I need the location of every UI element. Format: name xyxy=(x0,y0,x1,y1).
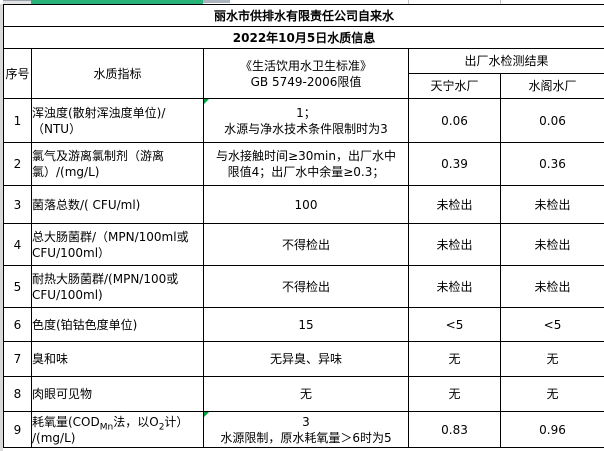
table-row: 2 氯气及游离氯制剂（游离 氯）/(mg/L) 与水接触时间≥30min，出厂水… xyxy=(3,142,604,186)
indicator-subscript: 2 xyxy=(158,421,165,432)
no-cell[interactable]: 6 xyxy=(3,307,32,342)
tianning-result-cell[interactable]: 无 xyxy=(408,376,501,412)
tianning-result-cell[interactable]: 0.39 xyxy=(408,142,501,186)
no-cell[interactable]: 5 xyxy=(3,265,32,308)
indicator-cell[interactable]: 肉眼可见物 xyxy=(31,376,204,412)
header-row-2: 天宁水厂 水阁水厂 xyxy=(4,73,604,99)
no-cell[interactable]: 4 xyxy=(3,223,32,266)
header-plant1-cell[interactable]: 天宁水厂 xyxy=(408,73,501,99)
shuige-result-cell[interactable]: 未检出 xyxy=(500,265,604,308)
tianning-result-cell[interactable]: <5 xyxy=(408,307,501,342)
indicator-cell[interactable]: 总大肠菌群/（MPN/100ml或 CFU/100ml） xyxy=(31,223,204,266)
header-limit-text: 《生活饮用水卫生标准》 GB 5749-2006限值 xyxy=(239,58,372,89)
no-cell[interactable]: 1 xyxy=(3,98,32,143)
no-cell[interactable]: 7 xyxy=(3,341,32,377)
header-serial-cell[interactable]: 序号 xyxy=(3,48,32,99)
shuige-result-cell[interactable]: 0.96 xyxy=(500,411,604,448)
table-row: 5 耐热大肠菌群/(MPN/100或 CFU/100ml) 不得检出 未检出 未… xyxy=(3,265,604,308)
table-row: 6 色度(铂钴色度单位) 15 <5 <5 xyxy=(3,307,604,342)
viewport-left-edge xyxy=(0,0,3,451)
company-title-cell[interactable]: 丽水市供排水有限责任公司自来水 xyxy=(3,4,604,27)
partial-cell-gray[interactable] xyxy=(3,0,31,4)
error-flag-triangle xyxy=(204,412,209,417)
header-row-1: 序号 水质指标 《生活饮用水卫生标准》 GB 5749-2006限值 出厂水检测… xyxy=(3,48,604,99)
table-row: 8 肉眼可见物 无 无 无 xyxy=(3,376,604,412)
indicator-text: 总大肠菌群/（MPN/100ml或 CFU/100ml） xyxy=(32,229,189,260)
limit-cell[interactable]: 1； 水源与净水技术条件限制时为3 xyxy=(203,98,409,143)
limit-cell[interactable]: 与水接触时间≥30min，出厂水中 限值4；出厂水中余量≥0.3； xyxy=(203,142,409,186)
limit-text: 1； 水源与净水技术条件限制时为3 xyxy=(224,105,388,136)
header-result-group-cell[interactable]: 出厂水检测结果 xyxy=(408,48,604,74)
indicator-text: 浑浊度(散射浑浊度单位)/ （NTU） xyxy=(32,105,166,136)
partial-row-above xyxy=(0,0,604,4)
tianning-result-cell[interactable]: 未检出 xyxy=(408,185,501,224)
partial-cell-green[interactable] xyxy=(31,0,203,4)
shuige-result-cell[interactable]: 无 xyxy=(500,376,604,412)
tianning-result-cell[interactable]: 0.83 xyxy=(408,411,501,448)
limit-text: 与水接触时间≥30min，出厂水中 限值4；出厂水中余量≥0.3； xyxy=(216,149,396,179)
date-title-cell[interactable]: 2022年10月5日水质信息 xyxy=(3,26,604,49)
partial-cell-blue[interactable] xyxy=(203,0,230,3)
limit-text: 3 水源限制，原水耗氧量＞6时为5 xyxy=(220,414,392,445)
tianning-result-cell[interactable]: 0.06 xyxy=(408,98,501,143)
table-row: 9 耗氧量(CODMn法，以O2计） /(mg/L) 3 水源限制，原水耗氧量＞… xyxy=(3,411,604,448)
indicator-subscript: Mn xyxy=(99,421,114,432)
tianning-result-cell[interactable]: 未检出 xyxy=(408,223,501,266)
indicator-cell[interactable]: 臭和味 xyxy=(31,341,204,377)
no-cell[interactable]: 8 xyxy=(3,376,32,412)
shuige-result-cell[interactable]: 未检出 xyxy=(500,185,604,224)
limit-cell[interactable]: 15 xyxy=(203,307,409,342)
header-limit-cell[interactable]: 《生活饮用水卫生标准》 GB 5749-2006限值 xyxy=(203,48,409,99)
indicator-text: 菌落总数/( CFU/ml) xyxy=(32,197,141,212)
no-cell[interactable]: 9 xyxy=(3,411,32,448)
error-flag-triangle xyxy=(204,99,209,104)
gridline xyxy=(408,0,409,4)
header-indicator-cell[interactable]: 水质指标 xyxy=(31,48,204,99)
limit-cell[interactable]: 不得检出 xyxy=(203,223,409,266)
limit-cell[interactable]: 无异臭、异味 xyxy=(203,341,409,377)
indicator-cell[interactable]: 菌落总数/( CFU/ml) xyxy=(31,185,204,224)
limit-cell[interactable]: 3 水源限制，原水耗氧量＞6时为5 xyxy=(203,411,409,448)
indicator-cell[interactable]: 浑浊度(散射浑浊度单位)/ （NTU） xyxy=(31,98,204,143)
table-row: 1 浑浊度(散射浑浊度单位)/ （NTU） 1； 水源与净水技术条件限制时为3 … xyxy=(3,98,604,143)
indicator-cell[interactable]: 氯气及游离氯制剂（游离 氯）/(mg/L) xyxy=(31,142,204,186)
limit-cell[interactable]: 无 xyxy=(203,376,409,412)
title-row-1: 丽水市供排水有限责任公司自来水 xyxy=(3,4,604,27)
title-row-2: 2022年10月5日水质信息 xyxy=(3,26,604,49)
no-cell[interactable]: 2 xyxy=(3,142,32,186)
indicator-text: 氯气及游离氯制剂（游离 氯）/(mg/L) xyxy=(32,149,165,179)
indicator-cell[interactable]: 耗氧量(CODMn法，以O2计） /(mg/L) xyxy=(31,411,204,448)
shuige-result-cell[interactable]: 未检出 xyxy=(500,223,604,266)
tianning-result-cell[interactable]: 无 xyxy=(408,341,501,377)
indicator-part: 耗氧量(COD xyxy=(32,414,100,429)
indicator-cell[interactable]: 耐热大肠菌群/(MPN/100或 CFU/100ml) xyxy=(31,265,204,308)
limit-cell[interactable]: 100 xyxy=(203,185,409,224)
table-row: 3 菌落总数/( CFU/ml) 100 未检出 未检出 xyxy=(3,185,604,224)
shuige-result-cell[interactable]: <5 xyxy=(500,307,604,342)
no-cell[interactable]: 3 xyxy=(3,185,32,224)
limit-cell[interactable]: 不得检出 xyxy=(203,265,409,308)
indicator-text: 耐热大肠菌群/(MPN/100或 CFU/100ml) xyxy=(32,271,179,302)
gridline xyxy=(500,0,501,4)
indicator-part: 法，以O xyxy=(113,414,159,429)
indicator-part: 计） /(mg/L) xyxy=(32,414,189,445)
header-plant2-cell[interactable]: 水阁水厂 xyxy=(500,73,604,99)
tianning-result-cell[interactable]: 未检出 xyxy=(408,265,501,308)
shuige-result-cell[interactable]: 无 xyxy=(500,341,604,377)
table-row: 4 总大肠菌群/（MPN/100ml或 CFU/100ml） 不得检出 未检出 … xyxy=(3,223,604,266)
indicator-cell[interactable]: 色度(铂钴色度单位) xyxy=(31,307,204,342)
indicator-text: 耗氧量(CODMn法，以O2计） /(mg/L) xyxy=(32,414,203,446)
shuige-result-cell[interactable]: 0.06 xyxy=(500,98,604,143)
water-quality-table: 丽水市供排水有限责任公司自来水 2022年10月5日水质信息 序号 水质指标 《… xyxy=(3,4,604,448)
shuige-result-cell[interactable]: 0.36 xyxy=(500,142,604,186)
table-row: 7 臭和味 无异臭、异味 无 无 xyxy=(3,341,604,377)
